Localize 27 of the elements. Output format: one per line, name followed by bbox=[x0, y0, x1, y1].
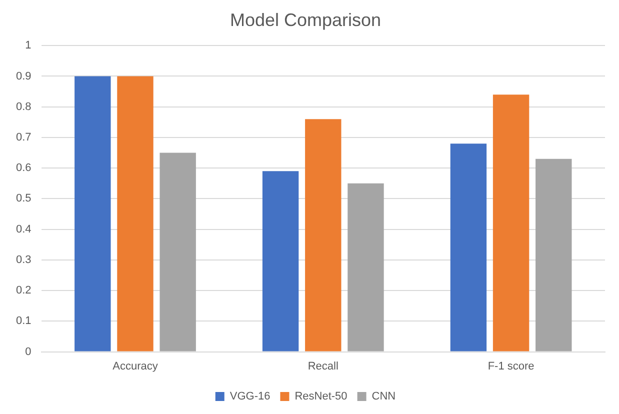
legend-label: CNN bbox=[372, 390, 396, 403]
bar bbox=[262, 171, 299, 352]
x-tick-label: Recall bbox=[308, 360, 338, 372]
bar bbox=[450, 144, 487, 352]
bar bbox=[492, 94, 530, 352]
y-tick-label: 0.6 bbox=[16, 162, 32, 174]
y-tick-label: 0.5 bbox=[16, 192, 32, 205]
y-tick-label: 0.9 bbox=[16, 70, 32, 82]
bar bbox=[117, 76, 154, 352]
y-tick-label: 1 bbox=[25, 40, 32, 52]
chart-title: Model Comparison bbox=[230, 10, 382, 30]
legend-label: VGG-16 bbox=[230, 390, 270, 403]
y-tick-label: 0.7 bbox=[16, 131, 32, 144]
y-tick-label: 0.3 bbox=[16, 254, 32, 266]
y-tick-label: 0.8 bbox=[16, 100, 32, 113]
legend-label: ResNet-50 bbox=[294, 390, 348, 403]
bar bbox=[74, 76, 111, 352]
y-tick-label: 0.2 bbox=[16, 284, 32, 297]
bar bbox=[160, 152, 196, 352]
y-tick-label: 0.4 bbox=[16, 223, 32, 236]
x-tick-label: Accuracy bbox=[112, 360, 158, 372]
y-tick-label: 0.1 bbox=[16, 315, 32, 328]
bar bbox=[348, 183, 384, 352]
y-tick-label: 0 bbox=[25, 346, 32, 358]
x-tick-label: F-1 score bbox=[488, 360, 534, 372]
bar bbox=[536, 158, 572, 352]
bar bbox=[305, 119, 342, 352]
